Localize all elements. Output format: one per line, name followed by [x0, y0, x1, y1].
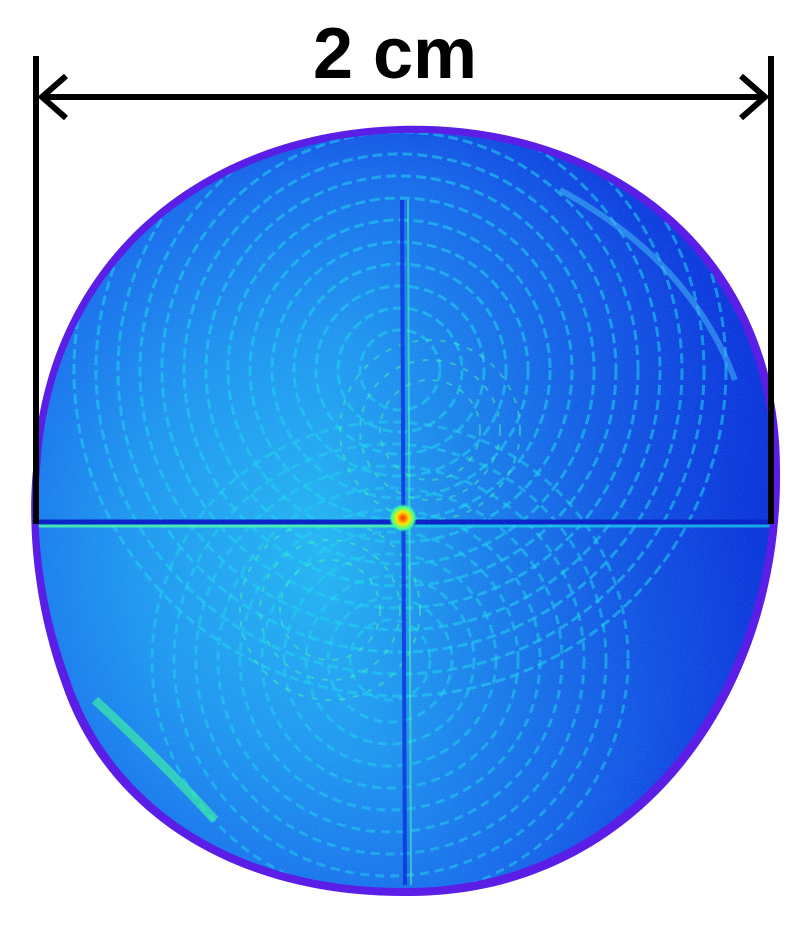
- central-hotspot: [389, 504, 417, 532]
- scale-bar-right-arrowhead: [739, 73, 770, 121]
- scale-bar-left-arrowhead: [37, 73, 68, 121]
- scale-bar: [33, 56, 774, 524]
- scale-bar-label: 2 cm: [313, 14, 477, 94]
